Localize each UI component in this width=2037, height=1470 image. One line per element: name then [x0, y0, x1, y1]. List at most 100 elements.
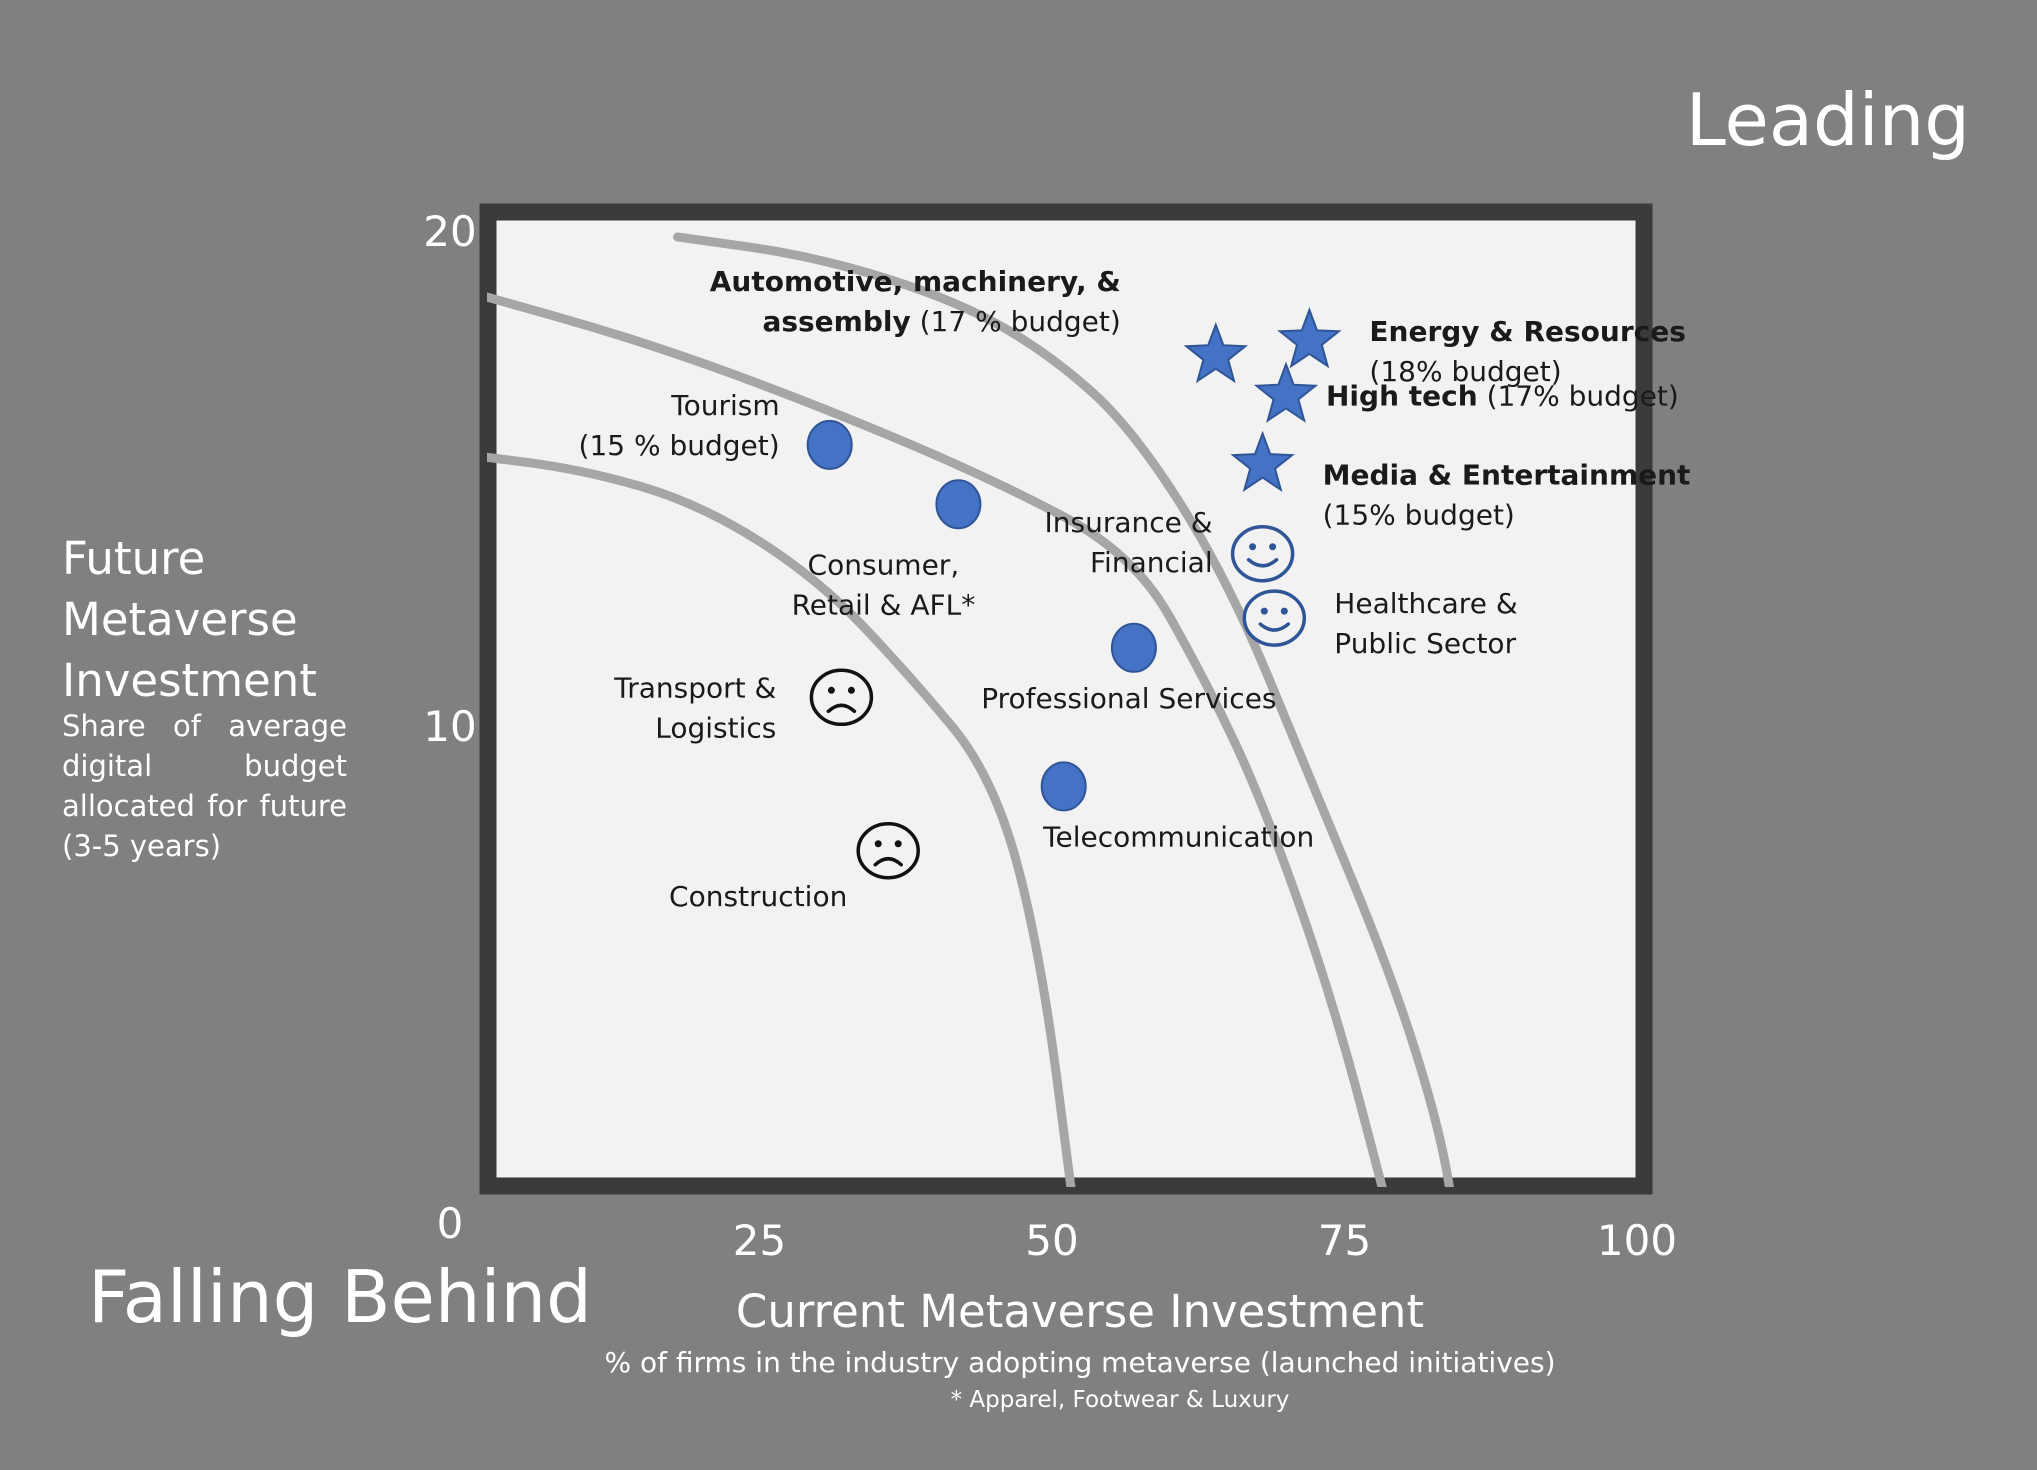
- frown-icon: [809, 668, 874, 727]
- data-point: Telecommunication: [1040, 761, 1314, 853]
- point-label-bold: High tech: [1326, 379, 1478, 412]
- y-axis-title-line: Future: [62, 532, 206, 585]
- point-label-line: Financial: [1090, 546, 1213, 579]
- point-label-text: Retail & AFL*: [792, 588, 976, 621]
- star-marker: [1183, 321, 1249, 384]
- point-label-line: Media & Entertainment: [1323, 459, 1691, 492]
- point-label-text: Telecommunication: [1042, 820, 1314, 853]
- y-axis-title-line: Investment: [62, 654, 317, 707]
- point-label: Media & Entertainment (15% budget): [1323, 459, 1691, 532]
- data-point: Automotive, machinery, & assembly (17 % b…: [710, 265, 1249, 384]
- point-label-text: Consumer,: [808, 548, 960, 581]
- point-label-line: Construction: [669, 880, 847, 913]
- frown-icon: [856, 822, 920, 880]
- y-axis-subtitle: Share of average digital budget allocate…: [62, 709, 347, 863]
- falling-behind-label: Falling Behind: [88, 1255, 592, 1339]
- data-point: Tourism (15 % budget): [579, 389, 853, 470]
- data-point: Consumer, Retail & AFL*: [792, 479, 982, 621]
- point-label: Insurance & Financial: [1044, 506, 1212, 579]
- star-marker: [1230, 430, 1295, 493]
- point-label: Telecommunication: [1042, 820, 1314, 853]
- y-axis-title: Future Metaverse Investment: [62, 528, 362, 711]
- point-label-line: Insurance &: [1044, 506, 1212, 539]
- star-marker: [1277, 307, 1342, 369]
- point-label-text: Financial: [1090, 546, 1213, 579]
- point-label: Healthcare & Public Sector: [1334, 587, 1517, 660]
- point-label: High tech (17% budget): [1326, 379, 1679, 412]
- point-label-line: Public Sector: [1334, 627, 1516, 660]
- footnote: * Apparel, Footwear & Luxury: [950, 1387, 1290, 1413]
- point-label-text: (17 % budget): [911, 305, 1121, 338]
- point-label-bold: Media & Entertainment: [1323, 459, 1691, 492]
- data-point: Energy & Resources (18% budget): [1277, 307, 1686, 388]
- point-label-text: Public Sector: [1334, 627, 1516, 660]
- point-label: Tourism (15 % budget): [579, 389, 780, 462]
- circle-marker: [935, 479, 982, 530]
- point-label: Consumer, Retail & AFL*: [792, 548, 976, 621]
- curve-1: [487, 452, 1076, 1187]
- point-label-text: Transport &: [613, 671, 776, 704]
- data-point: Construction: [669, 822, 920, 913]
- data-point: Transport & Logistics: [613, 668, 874, 744]
- ticks-layer: 25 50 75 100 0 10 20: [423, 207, 1677, 1265]
- curves-layer: [487, 232, 1455, 1187]
- point-label-text: Construction: [669, 880, 847, 913]
- data-point: Professional Services: [981, 622, 1277, 715]
- point-label-line: Telecommunication: [1042, 820, 1314, 853]
- x-tick-label: 100: [1597, 1216, 1677, 1265]
- point-label-bold: Automotive, machinery, &: [710, 265, 1121, 298]
- point-label: Professional Services: [981, 682, 1276, 715]
- circle-marker: [1110, 622, 1157, 673]
- point-label-text: (18% budget): [1369, 355, 1561, 388]
- point-label-line: High tech (17% budget): [1326, 379, 1679, 412]
- data-point: Insurance & Financial: [1044, 506, 1295, 583]
- y-tick-label: 10: [423, 702, 476, 751]
- point-label-text: Healthcare &: [1334, 587, 1517, 620]
- data-point: High tech (17% budget): [1253, 361, 1679, 423]
- x-axis-subtitle: % of firms in the industry adopting meta…: [604, 1346, 1556, 1379]
- point-label: Transport & Logistics: [613, 671, 776, 744]
- star-marker: [1253, 361, 1319, 423]
- point-label-line: Energy & Resources: [1369, 315, 1686, 348]
- point-label-line: Professional Services: [981, 682, 1276, 715]
- point-label-text: Professional Services: [981, 682, 1276, 715]
- point-label-line: Tourism: [670, 389, 779, 422]
- data-point: Healthcare & Public Sector: [1242, 587, 1518, 660]
- curve-3: [673, 232, 1455, 1187]
- curve-2: [487, 292, 1387, 1187]
- point-label-text: (15% budget): [1323, 499, 1515, 532]
- point-label-line: (18% budget): [1369, 355, 1561, 388]
- y-tick-label: 20: [423, 207, 476, 256]
- point-label-line: Logistics: [655, 711, 776, 744]
- x-axis-title: Current Metaverse Investment: [735, 1285, 1425, 1338]
- y-axis-title-line: Metaverse: [62, 593, 298, 646]
- circle-marker: [806, 419, 853, 470]
- point-label-text: Logistics: [655, 711, 776, 744]
- points-layer: Automotive, machinery, & assembly (17 % b…: [579, 265, 1691, 913]
- leading-label: Leading: [1685, 78, 1970, 162]
- point-label-text: (15 % budget): [579, 429, 780, 462]
- point-label-line: Automotive, machinery, &: [710, 265, 1121, 298]
- point-label-line: Consumer,: [808, 548, 960, 581]
- point-label-bold: Energy & Resources: [1369, 315, 1686, 348]
- point-label-text: (17% budget): [1478, 379, 1679, 412]
- point-label: Energy & Resources (18% budget): [1369, 315, 1686, 388]
- point-label-line: (15 % budget): [579, 429, 780, 462]
- point-label-line: (15% budget): [1323, 499, 1515, 532]
- point-label: Automotive, machinery, & assembly (17 % b…: [710, 265, 1121, 338]
- data-point: Media & Entertainment (15% budget): [1230, 430, 1691, 532]
- y-tick-label: 0: [437, 1199, 464, 1248]
- point-label-line: Retail & AFL*: [792, 588, 976, 621]
- point-label: Construction: [669, 880, 847, 913]
- point-label-bold: assembly: [762, 305, 910, 338]
- point-label-text: Tourism: [670, 389, 779, 422]
- circle-marker: [1040, 761, 1087, 812]
- point-label-line: Healthcare &: [1334, 587, 1517, 620]
- point-label-line: Transport &: [613, 671, 776, 704]
- x-tick-label: 75: [1318, 1216, 1371, 1265]
- point-label-text: Insurance &: [1044, 506, 1212, 539]
- point-label-line: assembly (17 % budget): [762, 305, 1120, 338]
- x-tick-label: 50: [1025, 1216, 1078, 1265]
- x-tick-label: 25: [733, 1216, 786, 1265]
